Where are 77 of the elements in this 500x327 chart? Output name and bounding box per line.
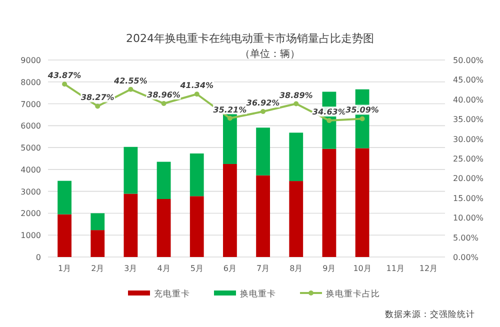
point (326, 118, 332, 124)
point (227, 116, 232, 121)
y2-tick-label: 30.00% (453, 134, 484, 144)
y-tick-label: 5000 (20, 144, 41, 153)
legend-label: 充电重卡 (154, 288, 190, 300)
point (260, 109, 266, 114)
data-label: 36.92% (246, 98, 280, 108)
bar (355, 148, 370, 257)
y2-tick-label: 45.00% (453, 76, 484, 85)
bar (90, 213, 105, 230)
legend-label: 换电重卡占比 (326, 288, 380, 300)
bar (190, 153, 204, 196)
y2-tick-label: 35.00% (453, 115, 484, 124)
data-label: 35.09% (346, 106, 379, 115)
bar (289, 181, 304, 257)
data-label: 41.34% (179, 81, 214, 90)
data-label: 42.55% (113, 76, 148, 86)
data-label: 34.63% (312, 108, 346, 117)
y-tick-label: 3000 (20, 187, 41, 196)
x-tick-label: 10月 (353, 264, 372, 273)
bar (322, 148, 336, 257)
bar (58, 180, 72, 214)
point (294, 101, 299, 106)
x-tick-label: 12月 (419, 264, 438, 273)
y-tick-label: 4000 (20, 165, 41, 174)
source-note: 数据来源：交强险统计 (385, 309, 475, 320)
y2-tick-label: 40.00% (453, 95, 484, 104)
x-tick-label: 9月 (322, 264, 336, 273)
y-tick-label: 8000 (20, 78, 41, 87)
y-tick-label: 2000 (20, 209, 41, 218)
bar (289, 132, 304, 182)
x-tick-label: 6月 (223, 264, 237, 273)
data-label: 43.87% (46, 71, 82, 80)
y2-tick-label: 10.00% (453, 214, 484, 223)
y-tick-label: 1000 (20, 231, 41, 240)
x-tick-label: 7月 (256, 264, 270, 273)
point (360, 116, 365, 122)
y-tick-label: 6000 (20, 122, 41, 131)
x-tick-label: 11月 (386, 264, 404, 273)
x-tick-label: 4月 (157, 264, 170, 273)
bar (124, 146, 138, 194)
point (128, 86, 134, 92)
x-tick-label: 8月 (290, 264, 303, 273)
data-label: 38.89% (279, 90, 313, 100)
bar (156, 162, 171, 199)
x-tick-label: 5月 (190, 264, 204, 273)
y2-tick-label: 5.00% (453, 233, 479, 242)
data-label: 35.21% (213, 105, 247, 114)
data-label: 38.27% (80, 93, 114, 102)
y-tick-label: 7000 (20, 100, 41, 109)
bar (256, 175, 270, 257)
bar (256, 128, 270, 176)
legend-label: 换电重卡 (240, 288, 276, 300)
bar (156, 198, 171, 257)
y2-tick-label: 0.00% (453, 253, 479, 262)
point (62, 82, 68, 87)
y-tick-label: 9000 (20, 56, 41, 65)
bar (190, 196, 204, 257)
point (95, 104, 100, 109)
bar (90, 230, 105, 257)
y2-tick-label: 20.00% (453, 174, 484, 184)
y-tick-label: 0 (36, 253, 41, 262)
chart-title: 2024年换电重卡在纯电动重卡市场销量占比走势图 (126, 32, 374, 45)
x-tick-label: 2月 (91, 264, 104, 273)
bar (223, 164, 237, 257)
y2-tick-label: 15.00% (453, 194, 484, 203)
x-tick-label: 3月 (124, 264, 138, 273)
y2-tick-label: 50.00% (453, 56, 484, 65)
x-tick-label: 1月 (58, 264, 72, 273)
point (194, 92, 200, 97)
bar (124, 194, 138, 257)
chart-subtitle: （单位：辆） (240, 48, 300, 60)
bar (58, 214, 72, 257)
data-label: 38.96% (147, 90, 180, 100)
point (161, 101, 166, 106)
y2-tick-label: 25.00% (453, 154, 484, 164)
bar (223, 113, 237, 164)
